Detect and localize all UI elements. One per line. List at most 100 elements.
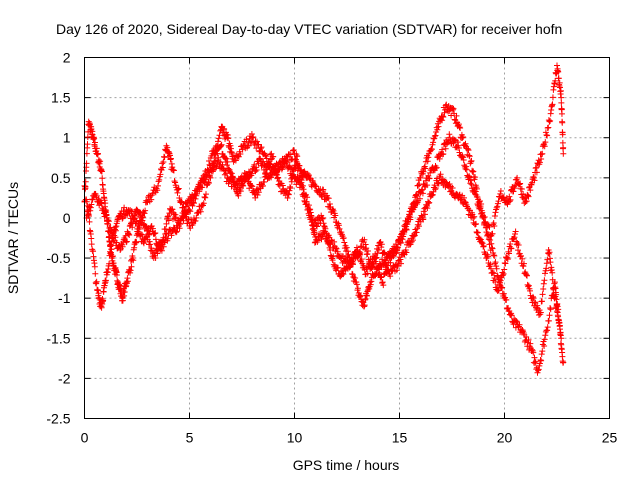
interpolated-point	[203, 191, 209, 198]
interpolated-point	[542, 139, 549, 146]
interpolated-point	[558, 110, 565, 117]
data-point	[251, 190, 258, 197]
interpolated-point	[314, 223, 320, 230]
interpolated-point	[215, 135, 222, 142]
interpolated-point	[344, 248, 351, 255]
interpolated-point	[431, 133, 438, 140]
y-tick-label: -0.5	[46, 250, 70, 266]
y-tick-label: -1.5	[46, 330, 70, 346]
interpolated-point	[465, 147, 472, 154]
interpolated-point	[387, 273, 394, 280]
interpolated-point	[416, 223, 422, 230]
interpolated-point	[546, 249, 553, 256]
interpolated-point	[153, 247, 160, 254]
interpolated-point	[420, 216, 427, 223]
interpolated-point	[230, 174, 236, 181]
y-tick-label: -2	[58, 370, 71, 386]
interpolated-point	[400, 233, 407, 240]
interpolated-point	[170, 166, 177, 173]
data-point	[283, 158, 290, 165]
interpolated-point	[131, 215, 138, 222]
interpolated-point	[211, 151, 218, 158]
interpolated-point	[530, 293, 536, 300]
interpolated-point	[530, 173, 537, 180]
interpolated-point	[266, 164, 272, 171]
interpolated-point	[518, 252, 524, 259]
interpolated-point	[516, 321, 523, 328]
interpolated-point	[165, 217, 172, 224]
data-points	[81, 62, 567, 376]
interpolated-point	[505, 305, 512, 312]
interpolated-point	[152, 254, 159, 261]
interpolated-point	[291, 165, 298, 172]
interpolated-point	[149, 225, 156, 232]
interpolated-point	[413, 193, 420, 200]
interpolated-point	[494, 203, 501, 210]
interpolated-point	[544, 327, 551, 334]
interpolated-point	[558, 99, 565, 106]
interpolated-point	[142, 207, 149, 214]
interpolated-point	[147, 241, 154, 248]
interpolated-point	[175, 185, 182, 192]
data-point	[260, 182, 266, 189]
interpolated-point	[529, 346, 536, 353]
interpolated-point	[332, 212, 339, 219]
interpolated-point	[305, 172, 312, 179]
interpolated-point	[525, 336, 532, 343]
interpolated-point	[539, 298, 545, 305]
interpolated-point	[84, 141, 91, 148]
interpolated-point	[489, 269, 496, 276]
interpolated-point	[538, 351, 545, 358]
interpolated-point	[456, 149, 463, 156]
data-point	[312, 182, 319, 189]
interpolated-point	[485, 253, 491, 260]
interpolated-point	[544, 132, 551, 139]
interpolated-point	[245, 142, 252, 149]
interpolated-point	[380, 282, 387, 289]
interpolated-point	[152, 236, 159, 243]
interpolated-point	[492, 259, 499, 266]
interpolated-point	[424, 205, 431, 212]
interpolated-point	[454, 139, 461, 146]
interpolated-point	[102, 277, 109, 284]
interpolated-point	[440, 151, 447, 158]
interpolated-point	[95, 150, 101, 157]
interpolated-point	[393, 267, 400, 274]
data-point	[186, 206, 193, 213]
interpolated-point	[358, 256, 365, 263]
interpolated-point	[424, 158, 431, 165]
interpolated-point	[339, 270, 346, 277]
interpolated-point	[541, 343, 548, 350]
interpolated-point	[174, 189, 181, 196]
interpolated-point	[426, 175, 433, 182]
interpolated-point	[457, 196, 464, 203]
interpolated-point	[139, 217, 146, 224]
interpolated-point	[397, 256, 404, 263]
interpolated-point	[538, 155, 545, 162]
interpolated-point	[258, 144, 265, 151]
interpolated-point	[455, 144, 462, 151]
interpolated-point	[133, 239, 140, 246]
interpolated-point	[510, 188, 517, 195]
interpolated-point	[102, 208, 109, 215]
interpolated-point	[354, 285, 361, 292]
interpolated-point	[491, 275, 498, 282]
interpolated-point	[488, 265, 494, 272]
interpolated-point	[545, 117, 552, 124]
interpolated-point	[459, 153, 466, 160]
data-point	[155, 182, 161, 189]
interpolated-point	[519, 255, 526, 262]
interpolated-point	[254, 185, 260, 192]
interpolated-point	[470, 184, 477, 191]
interpolated-point	[470, 168, 477, 175]
interpolated-point	[418, 187, 425, 194]
interpolated-point	[164, 235, 171, 242]
interpolated-point	[301, 197, 308, 204]
interpolated-point	[314, 237, 321, 244]
interpolated-point	[130, 257, 137, 264]
interpolated-point	[163, 220, 170, 227]
interpolated-point	[82, 185, 89, 192]
interpolated-point	[88, 201, 95, 208]
interpolated-point	[397, 240, 404, 247]
interpolated-point	[93, 278, 100, 285]
